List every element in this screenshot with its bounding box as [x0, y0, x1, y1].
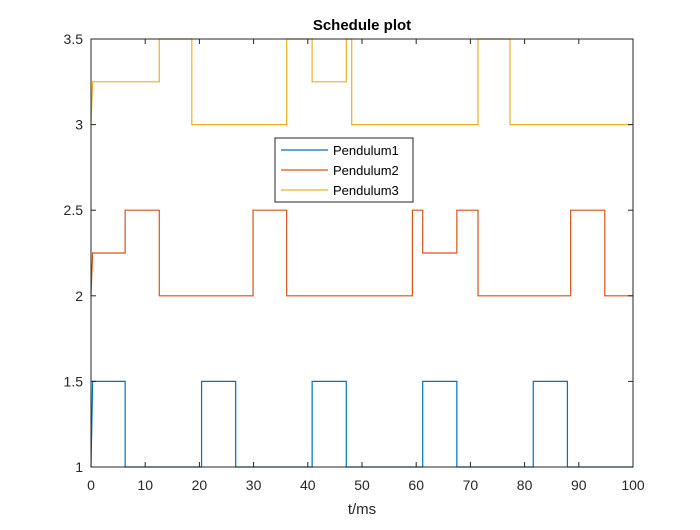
y-tick-label: 2.5: [64, 202, 84, 218]
chart-title: Schedule plot: [313, 17, 411, 34]
legend-label-3: Pendulum3: [333, 183, 399, 198]
x-axis-label: t/ms: [348, 501, 376, 518]
x-tick-label: 10: [137, 477, 153, 493]
tick-layer: 0 10 20 30 40 50 60 70 80 90 100 1 1.5 2 2.5 3 3.5: [64, 31, 645, 493]
x-tick-label: 60: [408, 477, 424, 493]
x-tick-label: 90: [571, 477, 587, 493]
plot-area-background: [91, 39, 633, 467]
y-tick-label: 1: [75, 459, 83, 475]
y-tick-label: 2: [75, 288, 83, 304]
y-tick-label: 3.5: [64, 31, 84, 47]
x-tick-label: 30: [246, 477, 262, 493]
x-tick-label: 80: [517, 477, 533, 493]
x-tick-label: 0: [87, 477, 95, 493]
x-tick-label: 100: [621, 477, 645, 493]
y-tick-label: 1.5: [64, 373, 84, 389]
legend-label-2: Pendulum2: [333, 163, 399, 178]
legend-label-1: Pendulum1: [333, 143, 399, 158]
x-tick-label: 50: [354, 477, 370, 493]
legend[interactable]: Pendulum1 Pendulum2 Pendulum3: [274, 137, 414, 203]
x-tick-label: 20: [192, 477, 208, 493]
x-tick-label: 70: [463, 477, 479, 493]
series-line-2: [90, 209, 633, 297]
x-tick-label: 40: [300, 477, 316, 493]
y-tick-label: 3: [75, 117, 83, 133]
